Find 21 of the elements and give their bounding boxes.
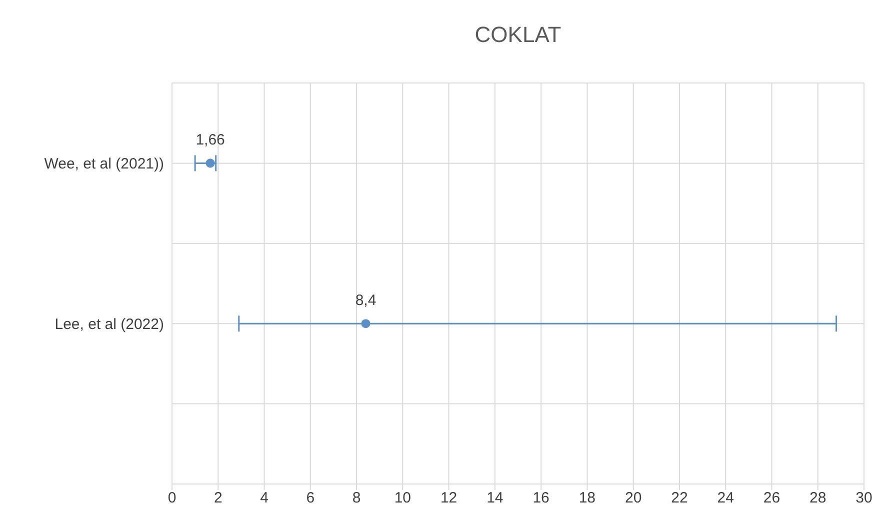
y-tick-label: Lee, et al (2022) <box>54 316 164 333</box>
x-tick-label: 20 <box>624 490 642 507</box>
y-tick-label: Wee, et al (2021)) <box>44 156 164 173</box>
x-tick-label: 10 <box>394 490 412 507</box>
x-tick-label: 14 <box>486 490 504 507</box>
x-tick-label: 22 <box>671 490 688 507</box>
x-tick-label: 6 <box>306 490 315 507</box>
x-tick-label: 4 <box>260 490 268 507</box>
x-tick-label: 26 <box>763 490 780 507</box>
data-label: 8,4 <box>355 292 376 310</box>
data-label: 1,66 <box>196 132 225 149</box>
chart-title: COKLAT <box>474 22 562 48</box>
x-tick-label: 24 <box>717 490 734 507</box>
x-tick-label: 28 <box>810 490 826 507</box>
x-tick-label: 0 <box>168 490 176 507</box>
x-tick-label: 18 <box>578 490 596 507</box>
x-tick-label: 2 <box>214 490 222 507</box>
x-tick-label: 12 <box>440 490 458 507</box>
x-tick-label: 30 <box>856 490 872 507</box>
x-tick-label: 16 <box>532 490 550 507</box>
x-tick-label: 8 <box>352 490 361 507</box>
